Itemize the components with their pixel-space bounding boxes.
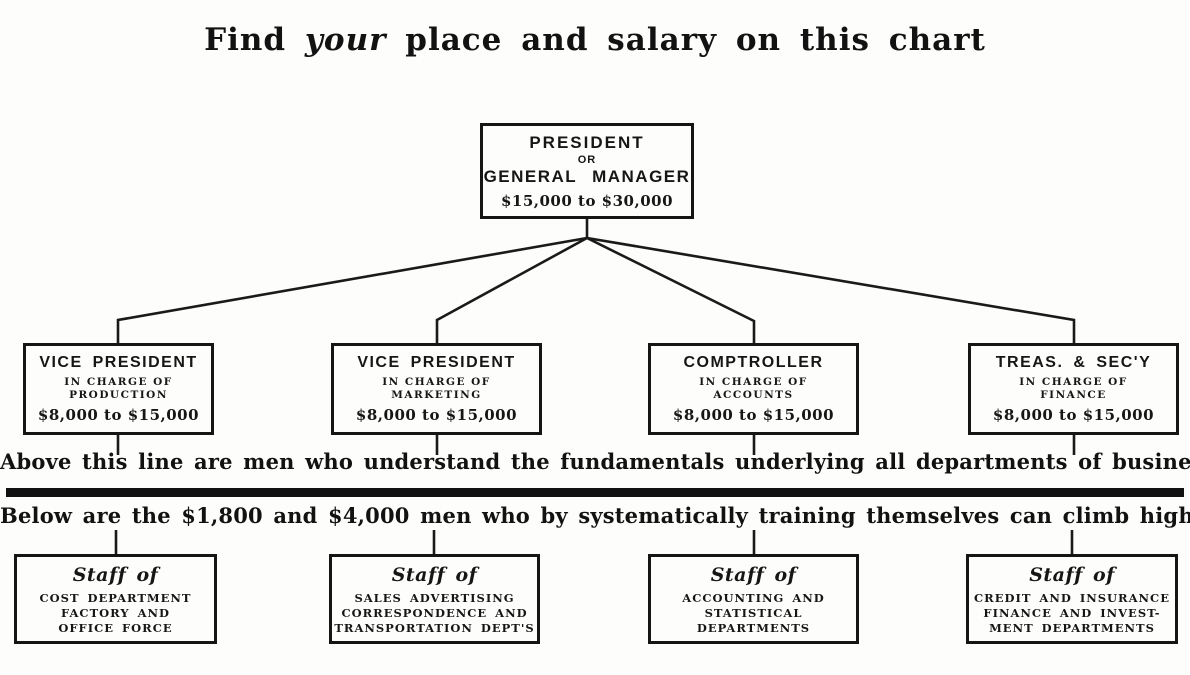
exec-salary: $8,000 to $15,000 (37, 406, 200, 424)
exec-area: FINANCE (1040, 389, 1107, 401)
staff-line: STATISTICAL (704, 605, 803, 620)
node-staff-cost: Staff of COST DEPARTMENT FACTORY AND OFF… (14, 554, 217, 644)
exec-charge: IN CHARGE OF (1019, 376, 1128, 388)
exec-salary: $8,000 to $15,000 (355, 406, 518, 424)
exec-charge: IN CHARGE OF (382, 376, 491, 388)
node-treasurer-secretary: TREAS. & SEC'Y IN CHARGE OF FINANCE $8,0… (968, 343, 1179, 435)
connector-to-marketing (435, 236, 588, 343)
staff-line: MENT DEPARTMENTS (989, 620, 1155, 635)
staff-line: CREDIT AND INSURANCE (974, 590, 1170, 605)
president-title-line1: PRESIDENT (529, 132, 645, 152)
above-line-caption: Above this line are men who understand t… (0, 449, 1190, 474)
node-comptroller: COMPTROLLER IN CHARGE OF ACCOUNTS $8,000… (648, 343, 859, 435)
page-title-pre: Find (204, 22, 287, 58)
president-salary: $15,000 to $30,000 (500, 191, 674, 210)
staff-heading: Staff of (1029, 563, 1115, 586)
exec-title: VICE PRESIDENT (39, 354, 198, 371)
page-title: Find your place and salary on this chart (0, 22, 1190, 58)
exec-charge: IN CHARGE OF (699, 376, 808, 388)
connector-to-production (116, 236, 588, 343)
page-title-emphasis: your (304, 22, 387, 58)
staff-heading: Staff of (710, 563, 797, 586)
staff-line: SALES ADVERTISING (354, 590, 515, 605)
president-title-line2: OR (577, 153, 597, 166)
exec-title: TREAS. & SEC'Y (995, 354, 1152, 371)
exec-charge: IN CHARGE OF (64, 376, 173, 388)
staff-line: FINANCE AND INVEST- (983, 605, 1161, 620)
node-staff-sales: Staff of SALES ADVERTISING CORRESPONDENC… (329, 554, 540, 644)
staff-line: DEPARTMENTS (696, 620, 811, 635)
dividing-bar (6, 488, 1184, 497)
node-staff-credit: Staff of CREDIT AND INSURANCE FINANCE AN… (966, 554, 1178, 644)
staff-line: TRANSPORTATION DEPT'S (334, 620, 535, 635)
staff-line: CORRESPONDENCE AND (341, 605, 528, 620)
exec-area: ACCOUNTS (713, 389, 794, 401)
node-vp-production: VICE PRESIDENT IN CHARGE OF PRODUCTION $… (23, 343, 214, 435)
staff-heading: Staff of (391, 563, 478, 586)
exec-salary: $8,000 to $15,000 (672, 406, 835, 424)
staff-line: ACCOUNTING AND (682, 590, 825, 605)
connector-to-accounts (586, 236, 756, 343)
exec-area: MARKETING (391, 389, 482, 401)
staff-line: FACTORY AND (61, 605, 170, 620)
exec-area: PRODUCTION (69, 389, 168, 401)
below-line-caption: Below are the $1,800 and $4,000 men who … (0, 503, 1190, 528)
exec-salary: $8,000 to $15,000 (992, 406, 1155, 424)
exec-title: VICE PRESIDENT (357, 354, 516, 371)
node-president: PRESIDENT OR GENERAL MANAGER $15,000 to … (480, 123, 694, 219)
staff-line: COST DEPARTMENT (39, 590, 192, 605)
president-title-line3: GENERAL MANAGER (483, 166, 691, 186)
page-title-post: place and salary on this chart (405, 22, 986, 58)
node-staff-accounting: Staff of ACCOUNTING AND STATISTICAL DEPA… (648, 554, 859, 644)
connector-to-finance (586, 236, 1076, 343)
node-vp-marketing: VICE PRESIDENT IN CHARGE OF MARKETING $8… (331, 343, 542, 435)
staff-heading: Staff of (72, 563, 159, 586)
exec-title: COMPTROLLER (683, 354, 824, 371)
staff-line: OFFICE FORCE (58, 620, 173, 635)
